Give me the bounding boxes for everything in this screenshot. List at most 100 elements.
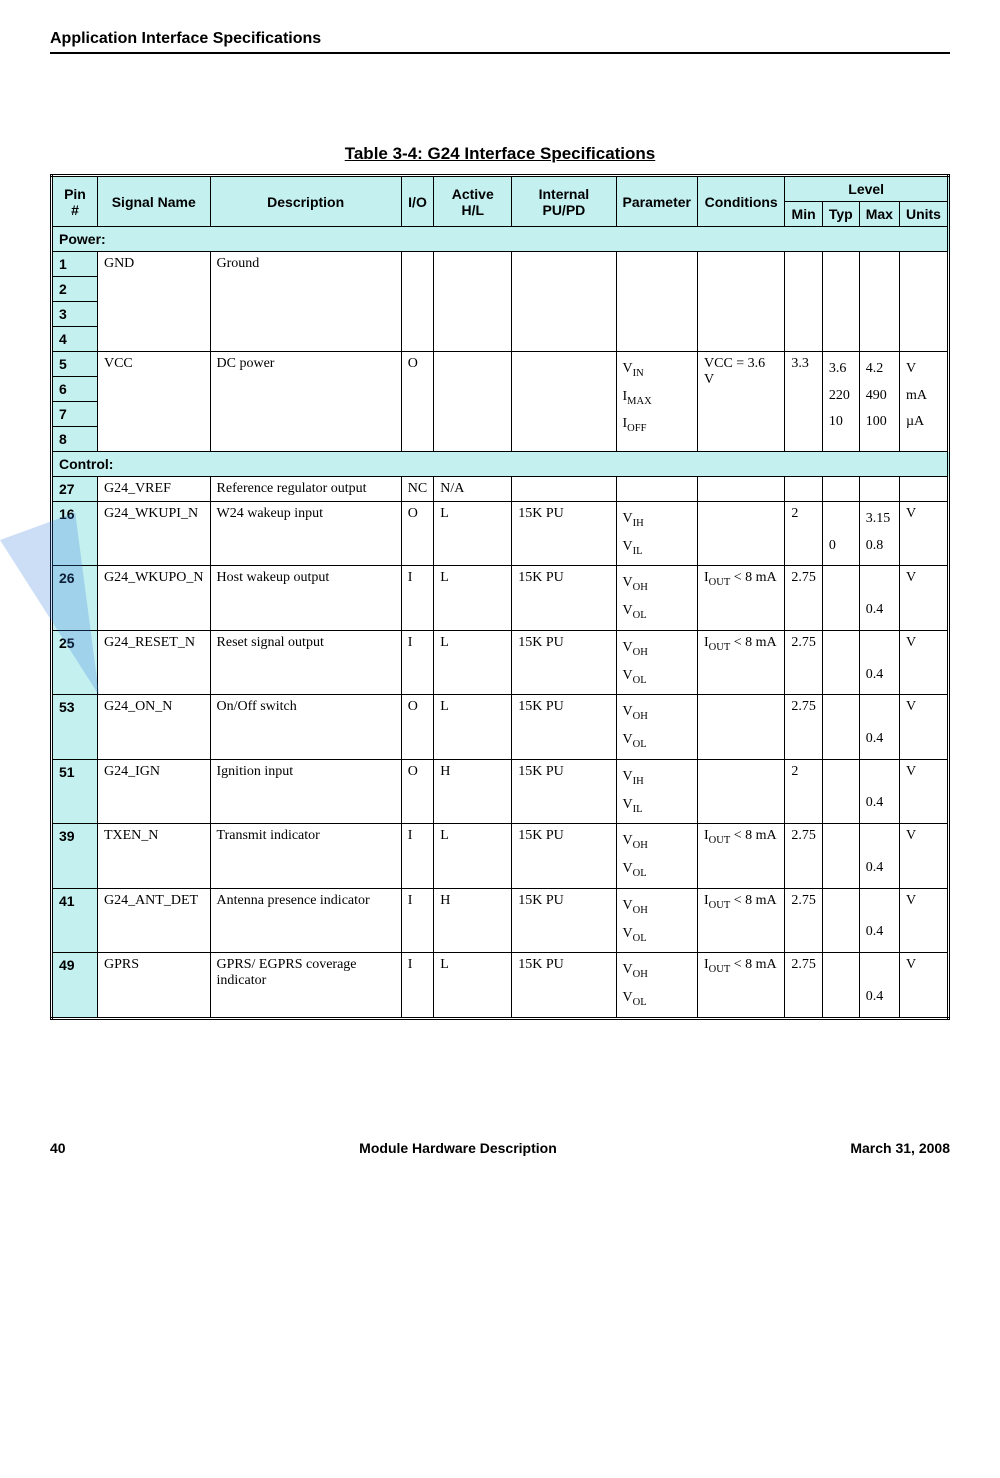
footer-date: March 31, 2008 xyxy=(850,1140,950,1156)
param-cell: VINIMAXIOFF xyxy=(616,352,698,452)
max-cell xyxy=(859,252,899,352)
typ-cell xyxy=(822,630,859,694)
max-cell: 0.4 xyxy=(859,888,899,952)
col-conditions: Conditions xyxy=(698,176,785,227)
units-cell: V xyxy=(899,953,948,1018)
table-row: 53G24_ON_NOn/Off switchOL15K PUVOHVOL2.7… xyxy=(52,695,949,759)
io-cell: O xyxy=(401,759,433,823)
units-cell: V xyxy=(899,888,948,952)
footer-page-number: 40 xyxy=(50,1140,66,1156)
signal-cell: G24_VREF xyxy=(97,477,210,502)
param-cell: VOHVOL xyxy=(616,566,698,630)
cond-cell xyxy=(698,502,785,566)
max-cell: 0.4 xyxy=(859,695,899,759)
param-cell xyxy=(616,252,698,352)
table-row: 25G24_RESET_NReset signal outputIL15K PU… xyxy=(52,630,949,694)
cond-cell xyxy=(698,477,785,502)
typ-cell xyxy=(822,477,859,502)
col-min: Min xyxy=(785,202,823,227)
active-cell: H xyxy=(434,888,512,952)
spec-table: Pin # Signal Name Description I/O Active… xyxy=(50,174,950,1020)
table-caption: Table 3-4: G24 Interface Specifications xyxy=(50,144,950,164)
desc-cell: DC power xyxy=(210,352,401,452)
cond-cell: IOUT < 8 mA xyxy=(698,824,785,888)
active-cell xyxy=(434,252,512,352)
param-cell: VOHVOL xyxy=(616,888,698,952)
active-cell: L xyxy=(434,630,512,694)
units-cell: V xyxy=(899,566,948,630)
cond-cell xyxy=(698,695,785,759)
active-cell xyxy=(434,352,512,452)
table-row: 5 VCC DC power O VINIMAXIOFF VCC = 3.6 V… xyxy=(52,352,949,377)
active-cell: L xyxy=(434,502,512,566)
page-header-title: Application Interface Specifications xyxy=(50,30,950,48)
io-cell: I xyxy=(401,953,433,1018)
typ-cell xyxy=(822,953,859,1018)
max-cell: 3.150.8 xyxy=(859,502,899,566)
min-cell: 2.75 xyxy=(785,824,823,888)
cond-cell xyxy=(698,252,785,352)
units-cell: VmAµA xyxy=(899,352,948,452)
col-active: Active H/L xyxy=(434,176,512,227)
section-control: Control: xyxy=(52,452,949,477)
table-row: 26G24_WKUPO_NHost wakeup outputIL15K PUV… xyxy=(52,566,949,630)
pupd-cell: 15K PU xyxy=(512,630,616,694)
active-cell: L xyxy=(434,953,512,1018)
cond-cell: IOUT < 8 mA xyxy=(698,888,785,952)
active-cell: L xyxy=(434,824,512,888)
io-cell: I xyxy=(401,630,433,694)
pin-cell: 49 xyxy=(52,953,98,1018)
typ-cell xyxy=(822,759,859,823)
min-cell: 2.75 xyxy=(785,695,823,759)
units-cell: V xyxy=(899,759,948,823)
signal-cell: G24_WKUPO_N xyxy=(97,566,210,630)
col-level: Level xyxy=(785,176,949,202)
pin-cell: 7 xyxy=(52,402,98,427)
max-cell: 0.4 xyxy=(859,824,899,888)
col-typ: Typ xyxy=(822,202,859,227)
col-max: Max xyxy=(859,202,899,227)
signal-cell: G24_ON_N xyxy=(97,695,210,759)
desc-cell: Transmit indicator xyxy=(210,824,401,888)
cond-cell: IOUT < 8 mA xyxy=(698,630,785,694)
desc-cell: Host wakeup output xyxy=(210,566,401,630)
param-cell xyxy=(616,477,698,502)
min-cell: 2 xyxy=(785,759,823,823)
cond-cell: IOUT < 8 mA xyxy=(698,566,785,630)
col-signal: Signal Name xyxy=(97,176,210,227)
min-cell: 2 xyxy=(785,502,823,566)
param-cell: VIHVIL xyxy=(616,502,698,566)
col-pin: Pin # xyxy=(52,176,98,227)
pin-cell: 8 xyxy=(52,427,98,452)
active-cell: L xyxy=(434,695,512,759)
col-units: Units xyxy=(899,202,948,227)
signal-cell: G24_RESET_N xyxy=(97,630,210,694)
cond-cell xyxy=(698,759,785,823)
min-cell: 2.75 xyxy=(785,566,823,630)
pupd-cell: 15K PU xyxy=(512,888,616,952)
cond-cell: IOUT < 8 mA xyxy=(698,953,785,1018)
max-cell xyxy=(859,477,899,502)
header-rule xyxy=(50,52,950,54)
table-row: 51G24_IGNIgnition inputOH15K PUVIHVIL20.… xyxy=(52,759,949,823)
pin-cell: 1 xyxy=(52,252,98,277)
param-cell: VOHVOL xyxy=(616,824,698,888)
io-cell: I xyxy=(401,824,433,888)
table-row: 1 GND Ground xyxy=(52,252,949,277)
pin-cell: 51 xyxy=(52,759,98,823)
param-cell: VOHVOL xyxy=(616,630,698,694)
io-cell: O xyxy=(401,502,433,566)
pin-cell: 16 xyxy=(52,502,98,566)
desc-cell: Reset signal output xyxy=(210,630,401,694)
pupd-cell: 15K PU xyxy=(512,502,616,566)
units-cell: V xyxy=(899,824,948,888)
pin-cell: 5 xyxy=(52,352,98,377)
pupd-cell: 15K PU xyxy=(512,566,616,630)
cond-cell: VCC = 3.6 V xyxy=(698,352,785,452)
footer-center: Module Hardware Description xyxy=(359,1140,557,1156)
section-power: Power: xyxy=(52,227,949,252)
units-cell: V xyxy=(899,630,948,694)
signal-cell: GND xyxy=(97,252,210,352)
signal-cell: VCC xyxy=(97,352,210,452)
page-footer: 40 Module Hardware Description March 31,… xyxy=(50,1140,950,1156)
